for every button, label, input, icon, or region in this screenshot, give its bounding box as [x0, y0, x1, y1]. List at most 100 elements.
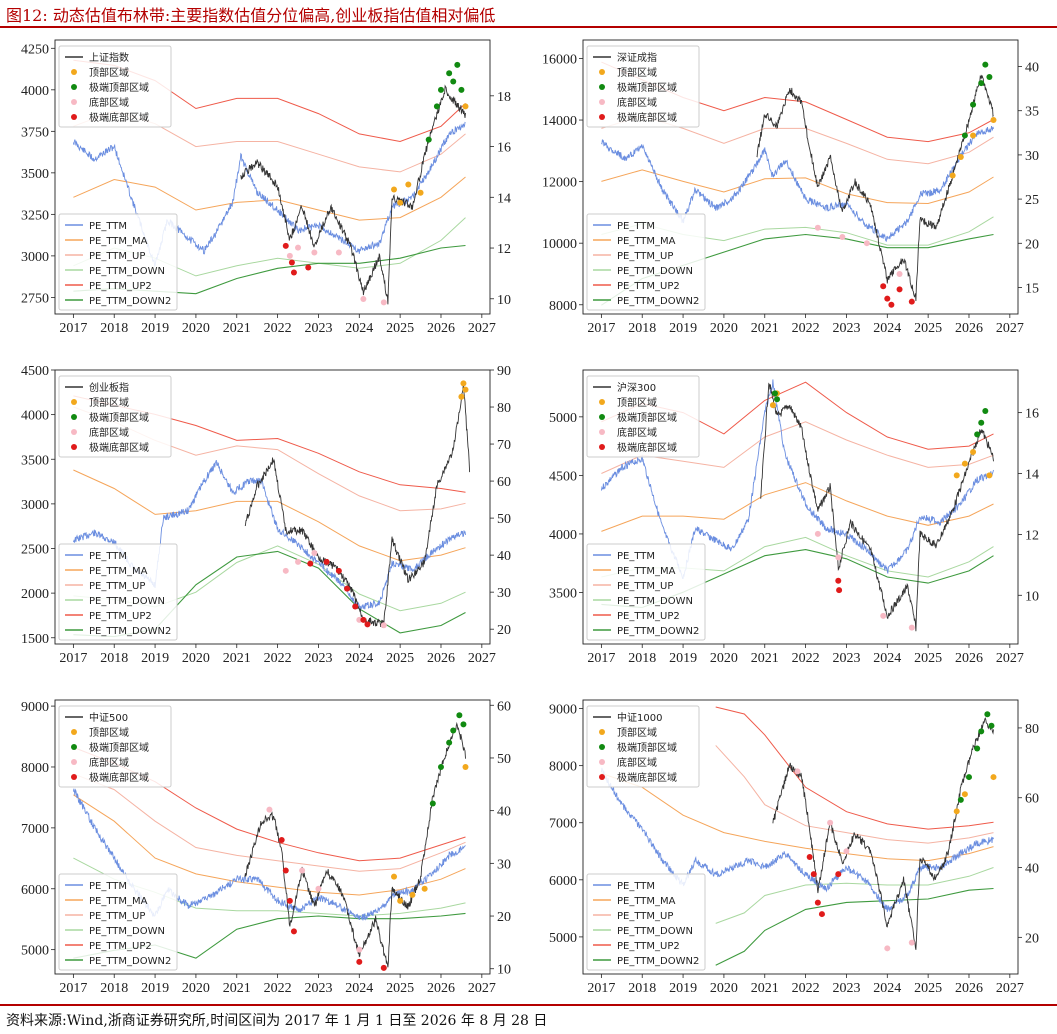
legend-label: PE_TTM_UP2 [89, 941, 152, 952]
legend-label: 底部区域 [89, 96, 129, 109]
x-tick-label: 2019 [669, 651, 697, 666]
pe-ttm-up-line [715, 745, 994, 844]
bottom-zone-marker [286, 252, 293, 259]
left-tick-label: 5000 [549, 931, 577, 946]
chart-svg-chinext: 2017 2018 2019 2020 2021 2022 2023 2024 2025 2026… [21, 364, 511, 666]
x-tick-label: 2026 [427, 651, 455, 666]
legend-label: 底部区域 [617, 426, 657, 439]
legend-label: PE_TTM_UP [617, 911, 673, 922]
extreme-bottom-zone-marker [835, 577, 842, 584]
bottom-zone-marker [908, 939, 915, 946]
extreme-top-zone-marker [974, 431, 981, 438]
x-tick-label: 2026 [427, 981, 455, 996]
extreme-top-zone-marker [984, 711, 991, 718]
legend-label: PE_TTM_DOWN2 [617, 956, 699, 967]
bottom-zone-marker [295, 558, 302, 565]
pe-ttm-down2-line [715, 887, 994, 966]
extreme-top-zone-marker [774, 396, 781, 403]
bottom-zone-marker [311, 549, 318, 556]
extreme-bottom-zone-marker [836, 587, 843, 594]
footer-rule [0, 1004, 1057, 1006]
legend-swatch-zone [599, 744, 605, 750]
extreme-bottom-zone-marker [307, 560, 314, 567]
x-tick-label: 2027 [468, 981, 496, 996]
right-tick-label: 10 [497, 963, 511, 978]
band-legend: PE_TTM PE_TTM_MA PE_TTM_UP PE_TTM_DOWN PE_TT… [58, 543, 178, 641]
pe-ttm-ma-line [601, 169, 994, 205]
x-tick-label: 2019 [141, 651, 169, 666]
x-tick-label: 2024 [873, 321, 901, 336]
x-tick-label: 2023 [832, 651, 860, 666]
legend-label: PE_TTM_MA [89, 896, 148, 907]
extreme-bottom-zone-marker [814, 899, 821, 906]
top-zone-marker [421, 885, 428, 892]
right-tick-label: 30 [497, 857, 511, 872]
band-legend-box [58, 213, 178, 311]
bottom-zone-marker [839, 234, 846, 241]
legend-label: PE_TTM_DOWN [617, 596, 693, 607]
band-legend-box [586, 873, 706, 971]
extreme-top-zone-marker [957, 796, 964, 803]
bottom-zone-marker [863, 240, 870, 247]
extreme-bottom-zone-marker [818, 911, 825, 918]
legend-label: 极端顶部区域 [617, 411, 677, 424]
legend-label: PE_TTM_UP2 [89, 611, 152, 622]
pe-ttm-ma-line [601, 772, 994, 862]
x-tick-label: 2025 [914, 321, 942, 336]
extreme-top-zone-marker [460, 721, 467, 728]
top-zone-marker [949, 172, 956, 179]
x-tick-label: 2020 [182, 321, 210, 336]
pe-ttm-line [601, 126, 994, 242]
zone-legend-box [58, 375, 172, 458]
x-tick-label: 2025 [914, 981, 942, 996]
chart-svg-csi300: 2017 2018 2019 2020 2021 2022 2023 2024 2025 2026… [549, 369, 1039, 666]
extreme-top-zone-marker [446, 70, 453, 77]
zone-legend-box [586, 375, 700, 458]
plot-frame [54, 369, 491, 645]
x-tick-label: 2018 [100, 651, 128, 666]
x-tick-label: 2019 [141, 981, 169, 996]
extreme-top-zone-marker [986, 73, 993, 80]
right-tick-label: 16 [497, 141, 511, 156]
legend-swatch-zone [71, 399, 77, 405]
legend-label: 极端顶部区域 [617, 741, 677, 754]
legend-swatch-zone [599, 414, 605, 420]
legend-swatch-zone [599, 429, 605, 435]
band-legend: PE_TTM PE_TTM_MA PE_TTM_UP PE_TTM_DOWN PE_TT… [586, 873, 706, 971]
legend-label: 顶部区域 [617, 726, 657, 739]
left-tick-label: 2000 [21, 587, 49, 602]
right-tick-label: 50 [497, 752, 511, 767]
legend-swatch-zone [599, 69, 605, 75]
left-tick-label: 3500 [21, 167, 49, 182]
left-tick-label: 9000 [21, 700, 49, 715]
right-tick-label: 18 [497, 90, 511, 105]
legend-label: PE_TTM_UP2 [89, 281, 152, 292]
left-tick-label: 2500 [21, 543, 49, 558]
left-tick-label: 4500 [21, 364, 49, 379]
pe-ttm-ma-line [73, 176, 466, 221]
legend-swatch-zone [71, 774, 77, 780]
bottom-zone-marker [814, 530, 821, 537]
legend-label: 极端底部区域 [89, 111, 149, 124]
legend-label: 顶部区域 [617, 66, 657, 79]
right-tick-label: 90 [497, 364, 511, 379]
figure-title: 图12: 动态估值布林带:主要指数估值分位偏高,创业板指估值相对偏低 [6, 6, 496, 25]
legend-label: 创业板指 [89, 381, 129, 394]
x-tick-label: 2020 [710, 981, 738, 996]
extreme-bottom-zone-marker [305, 264, 312, 271]
legend-label: PE_TTM_UP2 [617, 281, 680, 292]
right-tick-label: 10 [1025, 589, 1039, 604]
top-zone-marker [462, 763, 469, 770]
extreme-top-zone-marker [965, 774, 972, 781]
x-tick-label: 2022 [264, 321, 292, 336]
legend-label: PE_TTM_DOWN2 [89, 626, 171, 637]
legend-label: 极端顶部区域 [89, 741, 149, 754]
legend-label: PE_TTM_DOWN2 [617, 626, 699, 637]
legend-swatch-zone [71, 444, 77, 450]
x-tick-label: 2026 [955, 651, 983, 666]
legend-label: 底部区域 [89, 756, 129, 769]
bottom-zone-marker [356, 946, 363, 953]
left-tick-label: 4000 [549, 528, 577, 543]
